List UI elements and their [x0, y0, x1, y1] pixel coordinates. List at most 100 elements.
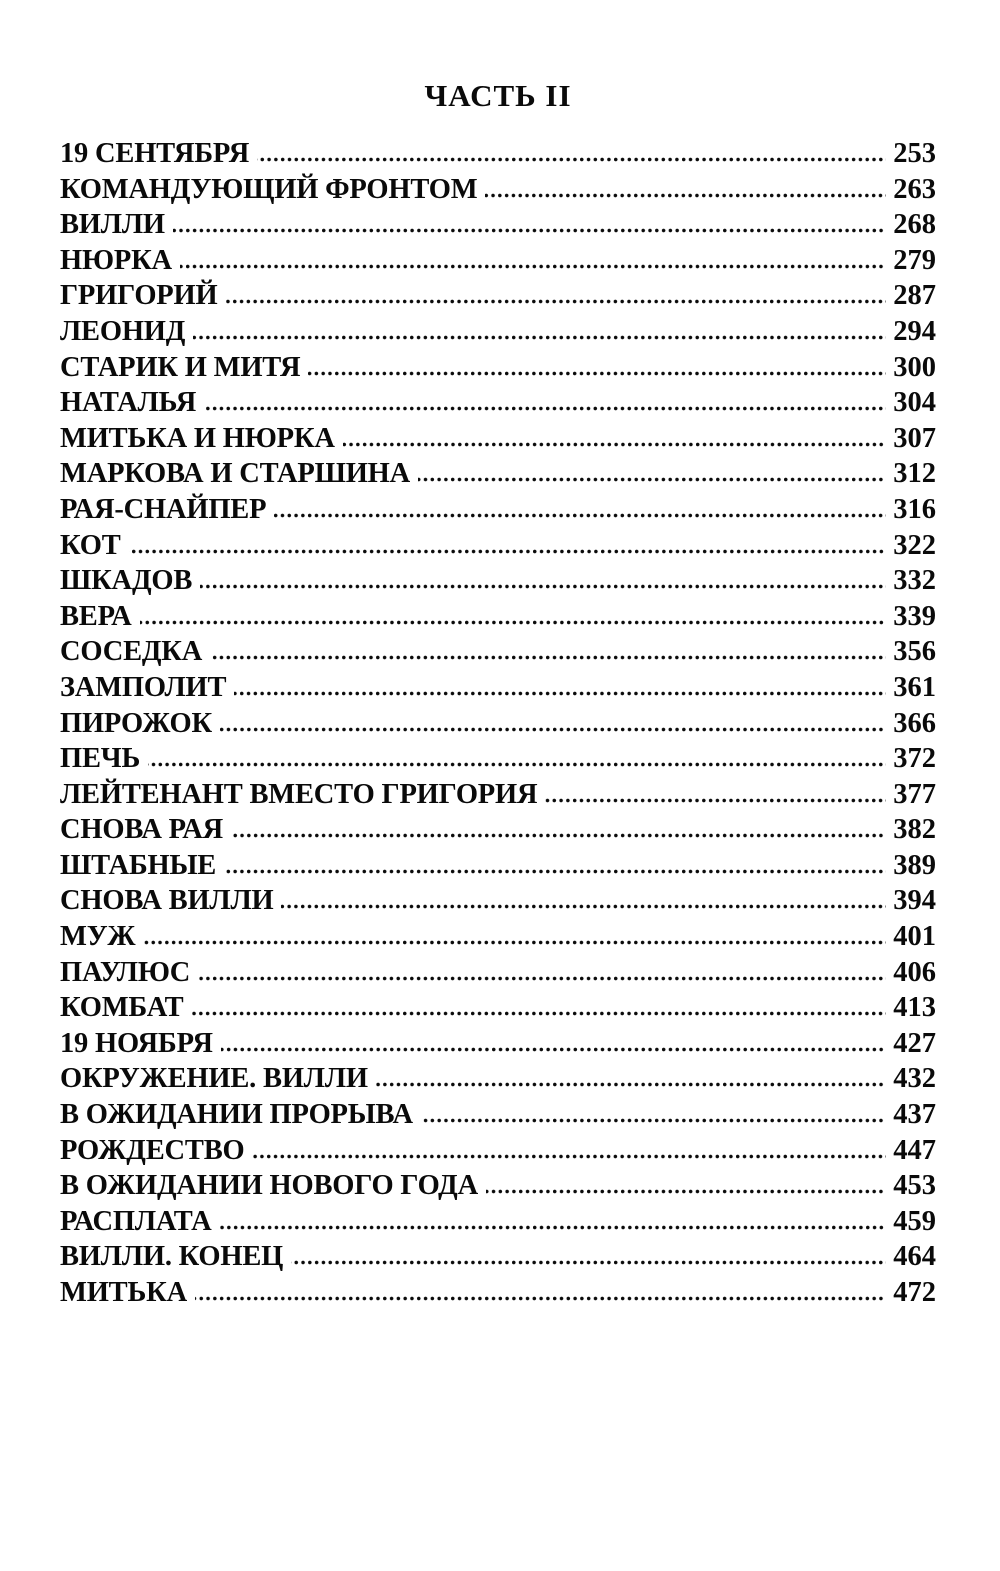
toc-entry-page-number: 437 [893, 1099, 936, 1131]
toc-entry-page-number: 253 [893, 138, 936, 169]
toc-entry-page-number: 394 [893, 885, 936, 917]
dot-leader [234, 690, 886, 696]
toc-entry-title: ЛЕЙТЕНАНТ ВМЕСТО ГРИГОРИЯ [60, 778, 538, 810]
dot-leader [219, 1224, 886, 1230]
toc-entry-page-number: 307 [893, 422, 936, 454]
toc-entry: ВИЛЛИ. КОНЕЦ 464 [60, 1241, 936, 1277]
toc-entry-page-number: 361 [893, 671, 936, 703]
toc-entry-page-number: 263 [893, 173, 936, 205]
toc-entry-page-number: 464 [893, 1241, 936, 1273]
toc-entry-page-number: 453 [893, 1170, 936, 1202]
toc-entry-title: ПИРОЖОК [60, 707, 212, 739]
toc-entry-title: МИТЬКА [60, 1277, 187, 1308]
dot-leader [143, 940, 886, 946]
dot-leader [224, 868, 886, 874]
toc-entry: РАЯ-СНАЙПЕР 316 [60, 494, 936, 530]
toc-entry: МАРКОВА И СТАРШИНА 312 [60, 458, 936, 494]
toc-list: 19 СЕНТЯБРЯ 253 КОМАНДУЮЩИЙ ФРОНТОМ 263 … [60, 138, 936, 1313]
toc-entry-title: ГРИГОРИЙ [60, 280, 218, 312]
dot-leader [375, 1082, 886, 1088]
toc-entry: ШТАБНЫЕ 389 [60, 850, 936, 886]
dot-leader [274, 512, 886, 518]
toc-entry: МИТЬКА 472 [60, 1277, 936, 1313]
toc-entry: В ОЖИДАНИИ ПРОРЫВА 437 [60, 1099, 936, 1135]
toc-entry: ПАУЛЮС 406 [60, 957, 936, 993]
dot-leader [485, 1189, 886, 1195]
toc-entry-page-number: 339 [893, 600, 936, 632]
toc-entry-title: РОЖДЕСТВО [60, 1134, 245, 1166]
toc-entry-page-number: 459 [893, 1205, 936, 1237]
toc-entry: НАТАЛЬЯ 304 [60, 387, 936, 423]
toc-entry-page-number: 447 [893, 1134, 936, 1166]
toc-entry-title: ПЕЧЬ [60, 743, 141, 775]
dot-leader [179, 263, 886, 269]
toc-entry-title: МАРКОВА И СТАРШИНА [60, 458, 411, 490]
toc-entry-page-number: 406 [893, 956, 936, 988]
toc-entry-title: РАСПЛАТА [60, 1205, 212, 1237]
toc-entry: СОСЕДКА 356 [60, 636, 936, 672]
dot-leader [219, 726, 886, 732]
toc-entry: ПЕЧЬ 372 [60, 743, 936, 779]
toc-entry: ЛЕОНИД 294 [60, 316, 936, 352]
toc-entry-title: КОМАНДУЮЩИЙ ФРОНТОМ [60, 173, 478, 205]
toc-entry-page-number: 312 [893, 458, 936, 490]
toc-entry-title: ЗАМПОЛИТ [60, 671, 227, 703]
dot-leader [342, 441, 886, 447]
dot-leader [545, 797, 886, 803]
dot-leader [148, 762, 886, 768]
toc-entry-page-number: 427 [893, 1027, 936, 1059]
toc-entry-page-number: 304 [893, 387, 936, 419]
toc-entry-title: 19 НОЯБРЯ [60, 1027, 213, 1059]
toc-entry: КОМАНДУЮЩИЙ ФРОНТОМ 263 [60, 174, 936, 210]
toc-entry-title: СНОВА ВИЛЛИ [60, 885, 274, 917]
toc-entry-title: КОМБАТ [60, 992, 184, 1024]
dot-leader [418, 477, 886, 483]
toc-entry: ВЕРА 339 [60, 601, 936, 637]
dot-leader [193, 334, 886, 340]
toc-entry-title: РАЯ-СНАЙПЕР [60, 493, 267, 525]
toc-entry: СНОВА ВИЛЛИ 394 [60, 885, 936, 921]
dot-leader [191, 1011, 886, 1017]
toc-entry: ОКРУЖЕНИЕ. ВИЛЛИ 432 [60, 1063, 936, 1099]
dot-leader [230, 833, 886, 839]
toc-entry-page-number: 366 [893, 707, 936, 739]
dot-leader [420, 1118, 886, 1124]
dot-leader [198, 975, 886, 981]
toc-entry-page-number: 413 [893, 992, 936, 1024]
dot-leader [220, 1046, 886, 1052]
dot-leader [485, 192, 886, 198]
toc-entry: ВИЛЛИ 268 [60, 209, 936, 245]
toc-entry-title: ОКРУЖЕНИЕ. ВИЛЛИ [60, 1063, 368, 1095]
toc-entry-title: ЛЕОНИД [60, 315, 186, 347]
toc-entry: МИТЬКА И НЮРКА 307 [60, 423, 936, 459]
toc-entry-page-number: 322 [893, 529, 936, 561]
toc-entry: ШКАДОВ 332 [60, 565, 936, 601]
dot-leader [210, 655, 886, 661]
toc-entry-title: СНОВА РАЯ [60, 814, 223, 846]
toc-entry: ЛЕЙТЕНАНТ ВМЕСТО ГРИГОРИЯ 377 [60, 779, 936, 815]
toc-entry-page-number: 332 [893, 565, 936, 597]
dot-leader [308, 370, 886, 376]
dot-leader [194, 1296, 886, 1301]
toc-entry: РОЖДЕСТВО 447 [60, 1135, 936, 1171]
dot-leader [128, 548, 886, 554]
toc-entry-page-number: 356 [893, 636, 936, 668]
toc-entry: СНОВА РАЯ 382 [60, 814, 936, 850]
toc-entry-title: СТАРИК И МИТЯ [60, 351, 301, 383]
toc-entry: СТАРИК И МИТЯ 300 [60, 352, 936, 388]
toc-entry-title: МУЖ [60, 921, 136, 953]
toc-entry-title: ПАУЛЮС [60, 956, 191, 988]
toc-entry-page-number: 268 [893, 209, 936, 241]
toc-entry: ГРИГОРИЙ 287 [60, 280, 936, 316]
toc-entry-title: СОСЕДКА [60, 636, 203, 668]
toc-entry-title: ВИЛЛИ [60, 209, 165, 241]
toc-entry-title: В ОЖИДАНИИ НОВОГО ГОДА [60, 1170, 478, 1202]
toc-entry-page-number: 372 [893, 743, 936, 775]
dot-leader [225, 299, 886, 305]
toc-entry-title: КОТ [60, 529, 121, 561]
toc-entry-page-number: 382 [893, 814, 936, 846]
toc-entry-page-number: 432 [893, 1063, 936, 1095]
toc-entry-page-number: 279 [893, 244, 936, 276]
toc-entry-title: ШТАБНЫЕ [60, 849, 217, 881]
